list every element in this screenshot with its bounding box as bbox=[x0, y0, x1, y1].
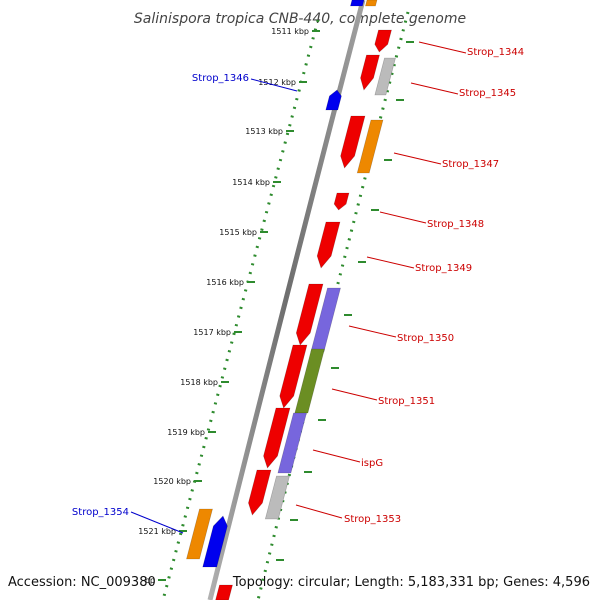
tick-label: 1519 kbp bbox=[167, 428, 205, 437]
gene-label[interactable]: Strop_1354 bbox=[72, 507, 129, 518]
cog-strop-1351 bbox=[294, 348, 325, 414]
cog-strop-1350 bbox=[310, 287, 341, 353]
gene-strop-1351 bbox=[279, 344, 308, 409]
tick-label: 1518 kbp bbox=[180, 378, 218, 387]
gene-strop-1350 bbox=[295, 283, 324, 346]
gene-strop-1349 bbox=[316, 221, 341, 269]
gene-strop-1346 bbox=[325, 89, 342, 111]
gene-label[interactable]: ispG bbox=[361, 458, 383, 469]
leader-line bbox=[366, 256, 415, 269]
gene-strop-1345 bbox=[360, 54, 380, 91]
cog-ispg bbox=[277, 412, 307, 474]
gene-label[interactable]: Strop_1344 bbox=[467, 47, 524, 58]
leader-line bbox=[312, 449, 361, 463]
gene-label[interactable]: Strop_1350 bbox=[397, 333, 454, 344]
leader-line bbox=[393, 152, 442, 165]
tick-label: 1511 kbp bbox=[271, 27, 309, 36]
gene-top-partial-blue bbox=[350, 0, 365, 7]
tick-label: 1512 kbp bbox=[258, 78, 296, 87]
cog-strop-1353 bbox=[264, 475, 290, 520]
gene-bottom-partial-red bbox=[215, 584, 233, 600]
gene-strop-1353 bbox=[248, 469, 272, 516]
gene-label[interactable]: Strop_1351 bbox=[378, 396, 435, 407]
cog-strop-1345 bbox=[374, 57, 396, 96]
gene-label[interactable]: Strop_1348 bbox=[427, 219, 484, 230]
gene-label[interactable]: Strop_1347 bbox=[442, 159, 499, 170]
gene-strop-1347 bbox=[340, 115, 366, 169]
tick-label: 1514 kbp bbox=[232, 178, 270, 187]
gene-top-partial-orange bbox=[365, 0, 378, 7]
gene-label[interactable]: Strop_1353 bbox=[344, 514, 401, 525]
tick-label: bp bbox=[145, 576, 155, 585]
gene-ispg bbox=[263, 407, 291, 469]
gene-label[interactable]: Strop_1346 bbox=[192, 73, 249, 84]
gene-label[interactable]: Strop_1349 bbox=[415, 263, 472, 274]
leader-line bbox=[348, 325, 397, 338]
gene-strop-1354 bbox=[202, 515, 228, 568]
inner-tick-ring bbox=[161, 19, 320, 600]
cog-strop-1354 bbox=[186, 508, 213, 560]
leader-line bbox=[130, 511, 184, 534]
gene-strop-1344 bbox=[374, 29, 392, 53]
genome-backbone bbox=[207, 0, 366, 600]
leader-line bbox=[295, 504, 343, 519]
gene-strop-1348 bbox=[333, 192, 350, 211]
tick-group: 1511 kbp 1512 kbp 1513 kbp 1514 kbp 1515 kbp… bbox=[138, 27, 414, 585]
leader-line bbox=[410, 82, 459, 95]
map-title: Salinispora tropica CNB-440, complete ge… bbox=[134, 11, 466, 27]
gene-label[interactable]: Strop_1345 bbox=[459, 88, 516, 99]
tick-label: 1517 kbp bbox=[193, 328, 231, 337]
leader-line bbox=[250, 78, 298, 92]
tick-label: 1516 kbp bbox=[206, 278, 244, 287]
tick-label: 1521 kbp bbox=[138, 527, 176, 536]
label-group: Strop_1344 Strop_1345 Strop_1346 Strop_1347… bbox=[72, 41, 524, 534]
leader-line bbox=[418, 41, 467, 54]
gene-group bbox=[186, 0, 396, 600]
tick-label: 1520 kbp bbox=[153, 477, 191, 486]
tick-label: 1513 kbp bbox=[245, 127, 283, 136]
cog-strop-1347 bbox=[356, 119, 384, 174]
leader-line bbox=[331, 388, 378, 401]
topology-text: Topology: circular; Length: 5,183,331 bp… bbox=[232, 575, 590, 590]
tick-label: 1515 kbp bbox=[219, 228, 257, 237]
accession-text: Accession: NC_009380 bbox=[8, 575, 156, 590]
leader-line bbox=[379, 211, 427, 224]
